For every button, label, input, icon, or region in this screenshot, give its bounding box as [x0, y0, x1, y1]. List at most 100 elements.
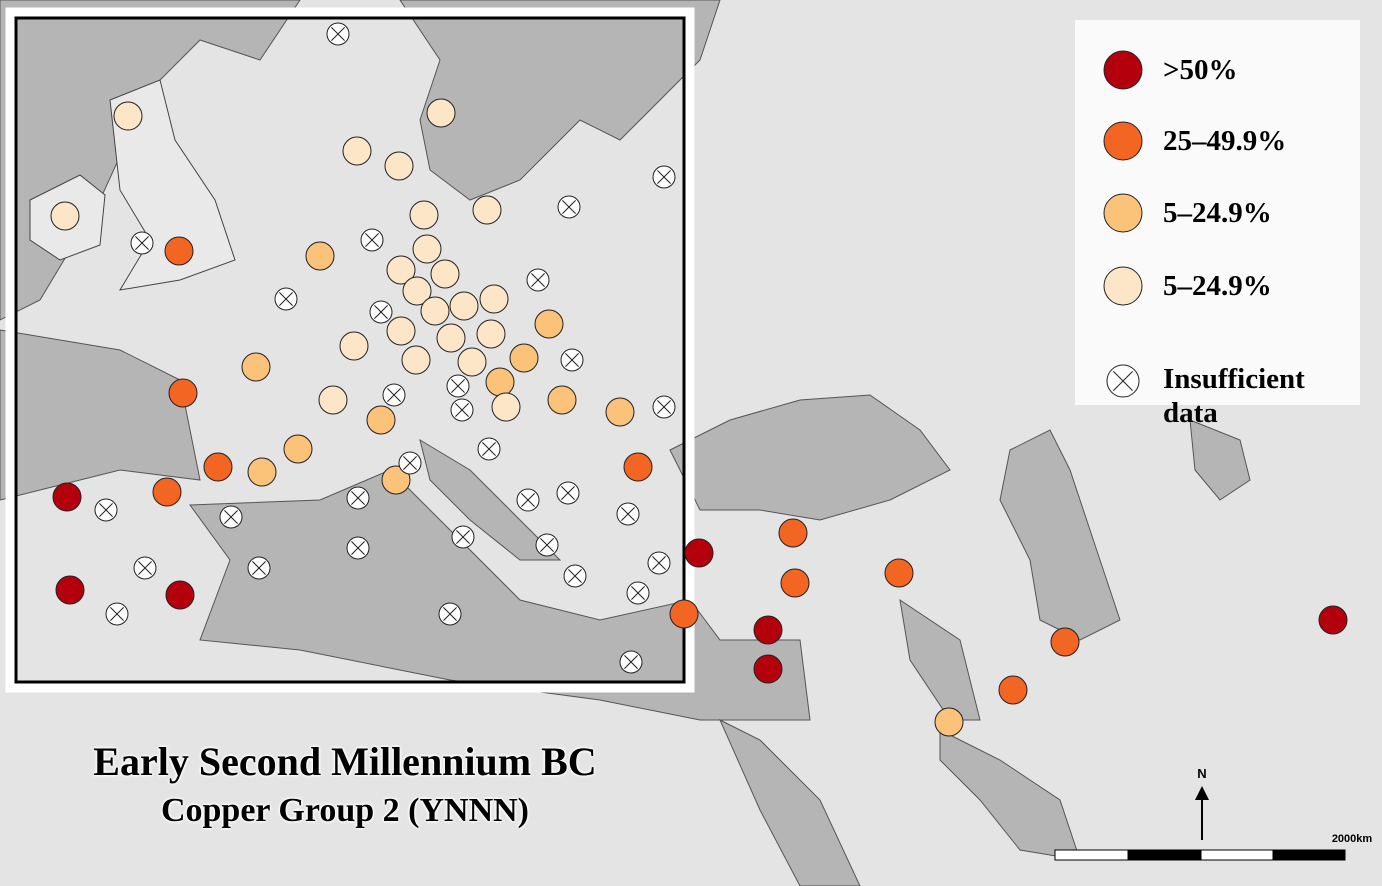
legend-item: 5–24.9% [1101, 264, 1343, 308]
site-point [339, 331, 369, 361]
site-point [476, 319, 506, 349]
site-point [450, 398, 474, 422]
legend-marker [1103, 50, 1143, 90]
site-point [619, 650, 643, 674]
site-point [283, 434, 313, 464]
map-subtitle: Copper Group 2 (YNNN) [160, 792, 530, 829]
site-point [884, 558, 914, 588]
site-point [684, 538, 714, 568]
site-point [381, 465, 411, 495]
legend-marker [1103, 266, 1143, 306]
site-point [563, 564, 587, 588]
site-point [438, 602, 462, 626]
site-point [342, 136, 372, 166]
site-point [934, 707, 964, 737]
site-point [360, 228, 384, 252]
site-point [1050, 627, 1080, 657]
site-point [247, 556, 271, 580]
site-point [165, 580, 195, 610]
site-point [449, 291, 479, 321]
site-point [472, 195, 502, 225]
site-point [401, 345, 431, 375]
site-point [105, 602, 129, 626]
site-point [626, 581, 650, 605]
site-point [753, 654, 783, 684]
site-point [247, 457, 277, 487]
site-point [623, 452, 653, 482]
legend-item: 5–24.9% [1101, 191, 1343, 235]
seas [0, 0, 1251, 886]
north-label: N [1197, 766, 1206, 781]
site-point [557, 195, 581, 219]
site-point [547, 385, 577, 415]
map-title: Early Second Millennium BC [93, 739, 597, 784]
site-point [491, 392, 521, 422]
site-point [479, 284, 509, 314]
legend-symbol [1103, 193, 1143, 233]
legend-symbol [1103, 266, 1143, 306]
legend-label: >50% [1163, 54, 1238, 86]
site-point [485, 367, 515, 397]
site-point [133, 556, 157, 580]
site-point [382, 383, 406, 407]
site-point [605, 397, 635, 427]
site-point [556, 481, 580, 505]
legend-marker [1103, 193, 1143, 233]
site-point [436, 323, 466, 353]
site-point [457, 347, 487, 377]
legend: >50% 25–49.9% 5–24.9% 5–24.9% Insufficient d… [1075, 20, 1360, 429]
site-point [412, 234, 442, 264]
site-point [778, 518, 808, 548]
inset-border [14, 16, 686, 684]
site-point [50, 201, 80, 231]
site-point [402, 276, 432, 306]
site-point [384, 151, 414, 181]
site-point [652, 165, 676, 189]
site-point [446, 374, 470, 398]
legend-label: 5–24.9% [1163, 197, 1272, 229]
site-point [509, 343, 539, 373]
site-point [1318, 605, 1348, 635]
site-point [55, 575, 85, 605]
site-point [616, 502, 640, 526]
site-point [386, 316, 416, 346]
site-point [652, 395, 676, 419]
legend-symbol [1106, 364, 1140, 398]
legend-label: Insufficient data [1163, 363, 1305, 429]
site-point [168, 378, 198, 408]
site-point [409, 200, 439, 230]
site-point [113, 101, 143, 131]
site-point [94, 498, 118, 522]
site-point [346, 536, 370, 560]
legend-marker [1103, 121, 1143, 161]
legend-label: 5–24.9% [1163, 270, 1272, 302]
site-point [780, 568, 810, 598]
site-point [420, 296, 450, 326]
site-point [526, 268, 550, 292]
site-point [219, 505, 243, 529]
site-point [241, 352, 271, 382]
site-point [203, 452, 233, 482]
site-point [366, 405, 396, 435]
site-point [535, 533, 559, 557]
legend-item: Insufficient data [1101, 332, 1333, 430]
site-point [130, 231, 154, 255]
site-point [647, 551, 671, 575]
site-point [426, 98, 456, 128]
legend-label: 25–49.9% [1163, 125, 1287, 157]
legend-item: 25–49.9% [1101, 119, 1343, 163]
site-point [477, 437, 501, 461]
site-point [998, 675, 1028, 705]
legend-symbol [1103, 121, 1143, 161]
site-point [451, 525, 475, 549]
legend-symbol [1103, 50, 1143, 90]
site-point [669, 599, 699, 629]
site-point [164, 236, 194, 266]
north-arrow-head [1195, 786, 1209, 800]
scale-label: 2000km [1332, 833, 1373, 845]
site-point [326, 22, 350, 46]
site-point [369, 300, 393, 324]
site-point [516, 488, 540, 512]
site-point [274, 287, 298, 311]
